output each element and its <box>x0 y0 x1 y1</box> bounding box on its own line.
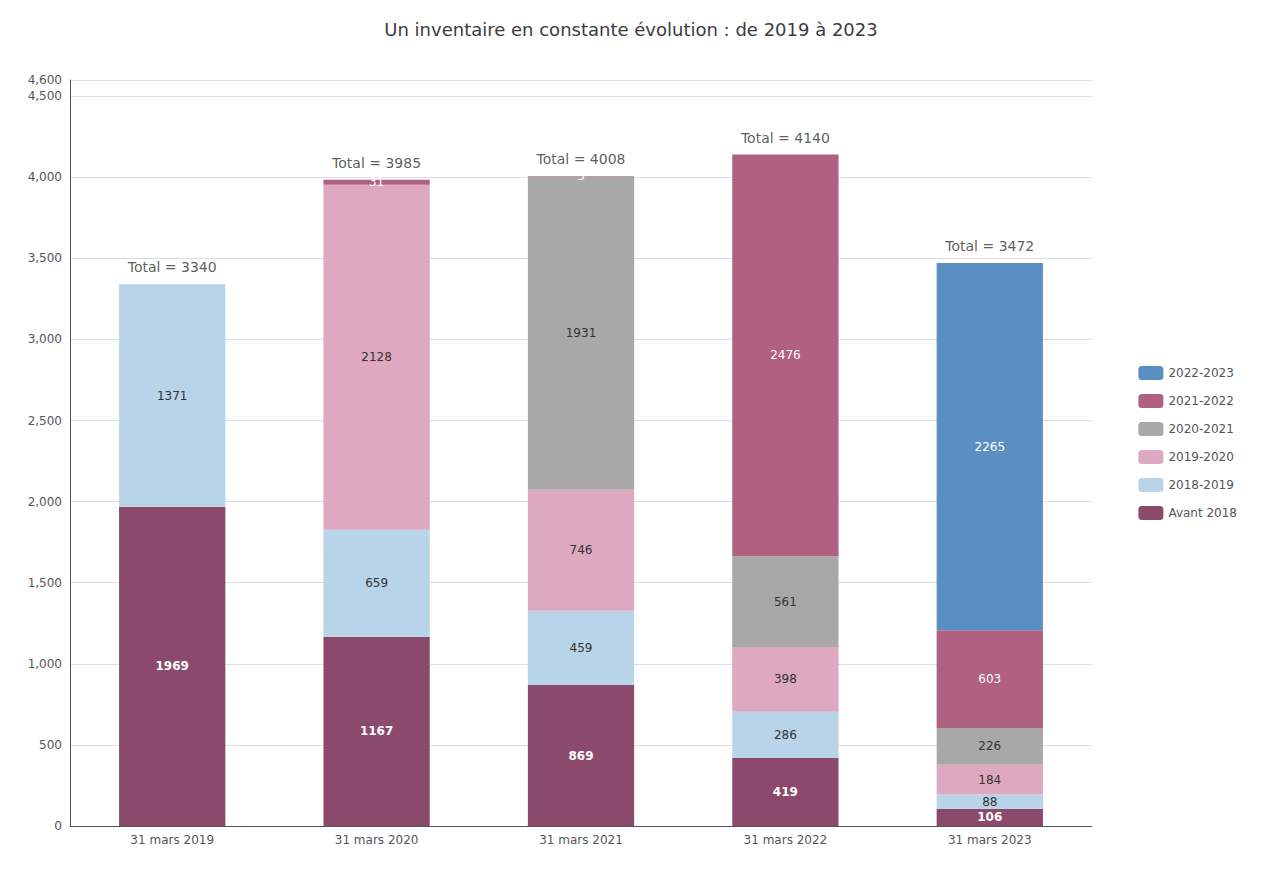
svg-text:31 mars 2019: 31 mars 2019 <box>130 833 214 847</box>
svg-text:2128: 2128 <box>361 350 392 364</box>
svg-text:Total = 3340: Total = 3340 <box>127 259 217 275</box>
svg-text:1,500: 1,500 <box>28 576 62 590</box>
svg-text:561: 561 <box>774 595 797 609</box>
svg-text:500: 500 <box>39 738 62 752</box>
svg-text:2020-2021: 2020-2021 <box>1168 422 1233 436</box>
svg-text:286: 286 <box>774 728 797 742</box>
svg-text:398: 398 <box>774 672 797 686</box>
svg-text:3,000: 3,000 <box>28 332 62 346</box>
svg-text:2,500: 2,500 <box>28 414 62 428</box>
svg-text:1,000: 1,000 <box>28 657 62 671</box>
svg-text:2021-2022: 2021-2022 <box>1168 394 1233 408</box>
svg-text:2476: 2476 <box>770 348 801 362</box>
svg-text:869: 869 <box>568 749 593 763</box>
svg-text:3,500: 3,500 <box>28 251 62 265</box>
svg-text:Total = 3472: Total = 3472 <box>944 238 1034 254</box>
svg-text:0: 0 <box>54 819 62 833</box>
svg-text:2018-2019: 2018-2019 <box>1168 478 1233 492</box>
svg-text:88: 88 <box>982 795 997 809</box>
svg-text:2265: 2265 <box>975 440 1006 454</box>
svg-text:2,000: 2,000 <box>28 495 62 509</box>
svg-text:Total = 3985: Total = 3985 <box>331 155 421 171</box>
svg-text:2019-2020: 2019-2020 <box>1168 450 1233 464</box>
svg-text:419: 419 <box>773 785 798 799</box>
svg-text:Avant 2018: Avant 2018 <box>1168 506 1237 520</box>
svg-text:31 mars 2023: 31 mars 2023 <box>948 833 1032 847</box>
svg-text:226: 226 <box>978 739 1001 753</box>
svg-text:1931: 1931 <box>566 326 597 340</box>
svg-text:3: 3 <box>577 169 585 183</box>
svg-text:31 mars 2022: 31 mars 2022 <box>744 833 828 847</box>
svg-text:4,000: 4,000 <box>28 170 62 184</box>
svg-text:1969: 1969 <box>155 659 188 673</box>
svg-text:106: 106 <box>977 810 1002 824</box>
svg-text:Un inventaire en constante évo: Un inventaire en constante évolution : d… <box>384 19 877 40</box>
svg-text:746: 746 <box>570 543 593 557</box>
svg-text:1167: 1167 <box>360 724 393 738</box>
svg-text:Total = 4140: Total = 4140 <box>740 130 830 146</box>
svg-text:31 mars 2020: 31 mars 2020 <box>335 833 419 847</box>
svg-text:Total = 4008: Total = 4008 <box>536 151 626 167</box>
svg-text:603: 603 <box>978 672 1001 686</box>
svg-text:31 mars 2021: 31 mars 2021 <box>539 833 623 847</box>
svg-text:659: 659 <box>365 576 388 590</box>
svg-text:4,600: 4,600 <box>28 73 62 87</box>
svg-text:31: 31 <box>369 175 384 189</box>
svg-text:184: 184 <box>978 773 1001 787</box>
svg-text:459: 459 <box>570 641 593 655</box>
svg-text:4,500: 4,500 <box>28 89 62 103</box>
svg-text:2022-2023: 2022-2023 <box>1168 366 1233 380</box>
svg-text:1371: 1371 <box>157 389 188 403</box>
